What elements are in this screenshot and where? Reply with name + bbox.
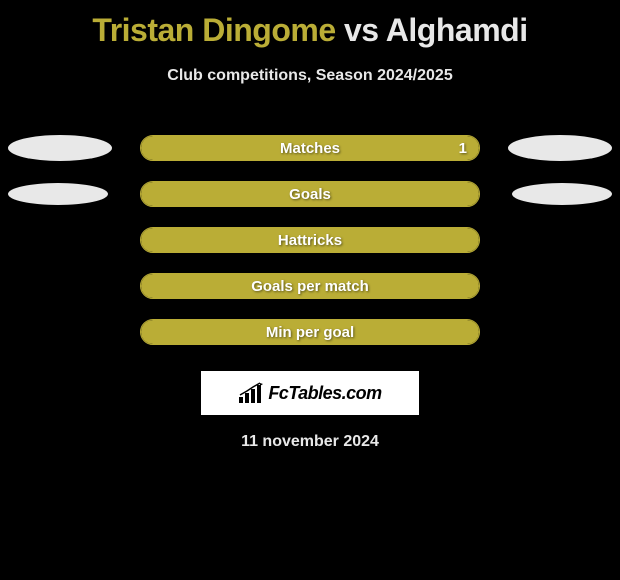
stat-bar: Goals per match <box>140 273 480 299</box>
ellipse-right <box>512 183 612 205</box>
ellipse-left <box>8 183 108 205</box>
subtitle: Club competitions, Season 2024/2025 <box>0 67 620 85</box>
stat-row: Min per goal <box>0 309 620 355</box>
vs-text: vs <box>344 12 379 48</box>
stat-row: Hattricks <box>0 217 620 263</box>
fctables-logo: FcTables.com <box>201 371 419 415</box>
date-text: 11 november 2024 <box>0 433 620 451</box>
chart-icon <box>238 382 264 404</box>
stat-row: Goals per match <box>0 263 620 309</box>
ellipse-left <box>8 135 112 161</box>
player2-name: Alghamdi <box>386 12 528 48</box>
stat-label: Goals per match <box>141 278 479 295</box>
player1-name: Tristan Dingome <box>92 12 335 48</box>
stat-label: Goals <box>141 186 479 203</box>
stat-row: Goals <box>0 171 620 217</box>
stat-label: Hattricks <box>141 232 479 249</box>
stat-bar: Min per goal <box>140 319 480 345</box>
stat-label: Min per goal <box>141 324 479 341</box>
logo-text: FcTables.com <box>268 383 381 404</box>
stat-bar: Matches1 <box>140 135 480 161</box>
stat-bar: Goals <box>140 181 480 207</box>
stat-label: Matches <box>141 140 479 157</box>
stats-area: Matches1 Goals Hattricks Goals per match Min… <box>0 125 620 355</box>
comparison-title: Tristan Dingome vs Alghamdi <box>0 0 620 49</box>
stat-bar: Hattricks <box>140 227 480 253</box>
ellipse-right <box>508 135 612 161</box>
stat-row: Matches1 <box>0 125 620 171</box>
stat-value-right: 1 <box>459 140 467 157</box>
